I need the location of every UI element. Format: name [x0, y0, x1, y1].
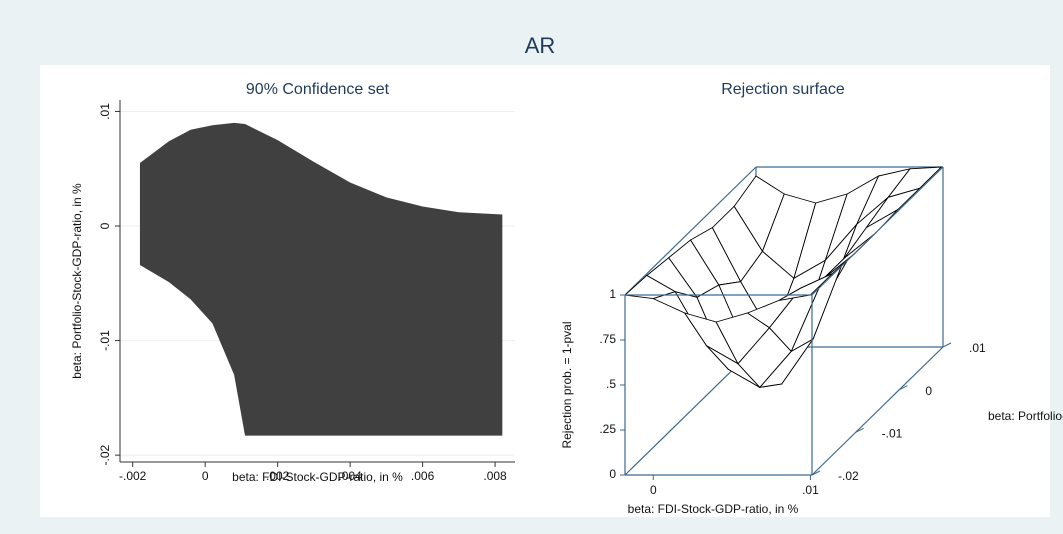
box-edge	[811, 166, 944, 296]
confidence-area	[139, 122, 503, 436]
x-tick-label: .006	[411, 469, 435, 483]
chart-title: Rejection surface	[721, 81, 845, 98]
figure-title: AR	[525, 33, 556, 58]
y-axis-title: beta: Portfolio-Stock-GDP-ratio, in %	[70, 183, 84, 379]
y-tick	[855, 427, 864, 433]
z-tick-label: .25	[599, 422, 616, 436]
chart-title: 90% Confidence set	[246, 81, 390, 98]
z-axis-title: Rejection prob. = 1-pval	[560, 321, 574, 448]
z-tick-label: .5	[606, 377, 616, 391]
x-tick-label: .002	[266, 469, 290, 483]
y-tick-label: 0	[925, 384, 932, 398]
x-axis-title: beta: FDI-Stock-GDP-ratio, in %	[628, 502, 799, 516]
x-tick-label: .004	[338, 469, 362, 483]
x-tick-label: .008	[483, 469, 507, 483]
y-tick-label: -.01	[98, 330, 112, 351]
y-tick	[942, 342, 952, 348]
x-axis-title: beta: FDI-Stock-GDP-ratio, in %	[232, 470, 403, 484]
y-tick-label: -.02	[838, 469, 859, 483]
box-edge	[624, 166, 757, 296]
x-tick-label: 0	[650, 483, 657, 497]
y-tick-label: -.01	[882, 427, 903, 441]
y-axis-title: beta: Portfolio-Stock-GDP-ratio, in %	[988, 409, 1063, 423]
x-tick-label: 0	[202, 469, 209, 483]
y-tick	[899, 385, 908, 391]
z-tick-label: 0	[609, 467, 616, 481]
y-tick-label: -.02	[98, 444, 112, 465]
y-tick-label: .01	[969, 341, 986, 355]
x-tick-label: -.002	[119, 469, 147, 483]
box-edge	[811, 346, 944, 476]
x-tick-label: .01	[802, 483, 819, 497]
surface-cell	[778, 273, 833, 301]
z-tick-label: .75	[599, 332, 616, 346]
y-tick	[811, 470, 821, 476]
y-tick-label: .01	[98, 103, 112, 120]
y-tick-label: 0	[98, 222, 112, 229]
z-tick-label: 1	[609, 287, 616, 301]
